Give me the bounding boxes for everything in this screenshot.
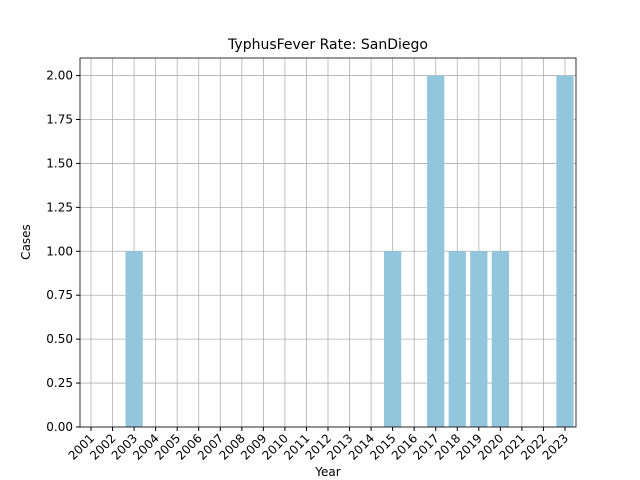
y-tick-label: 0.50 xyxy=(46,332,73,346)
bar xyxy=(556,75,574,428)
y-tick-label: 0.25 xyxy=(46,376,73,390)
y-tick-label: 1.75 xyxy=(46,113,73,127)
bar xyxy=(448,251,466,427)
bar xyxy=(470,251,488,427)
x-axis-label: Year xyxy=(314,465,340,479)
y-tick-label: 0.75 xyxy=(46,288,73,302)
bar xyxy=(427,75,445,428)
y-tick-label: 1.00 xyxy=(46,244,73,258)
bar xyxy=(125,251,143,427)
y-tick-label: 2.00 xyxy=(46,69,73,83)
y-tick-label: 1.50 xyxy=(46,156,73,170)
y-tick-label: 0.00 xyxy=(46,420,73,434)
chart-title: TyphusFever Rate: SanDiego xyxy=(227,37,428,53)
bar xyxy=(491,251,509,427)
plot-frame xyxy=(79,57,577,428)
y-axis-label: Cases xyxy=(19,224,33,260)
y-tick-label: 1.25 xyxy=(46,200,73,214)
bar xyxy=(384,251,402,427)
